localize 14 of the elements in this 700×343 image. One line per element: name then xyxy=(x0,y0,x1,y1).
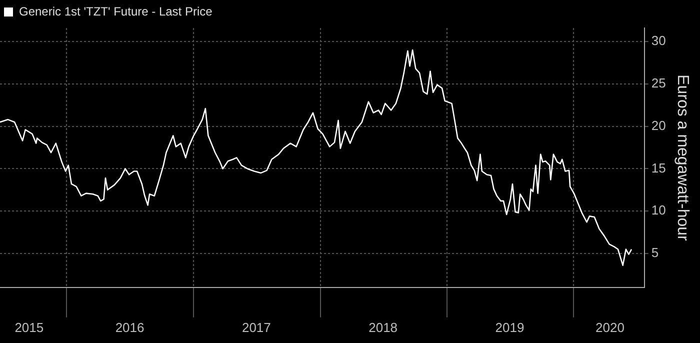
x-tick-label: 2016 xyxy=(115,320,144,335)
y-tick-label: 25 xyxy=(651,76,666,91)
x-tick-label: 2017 xyxy=(242,320,271,335)
x-tick-label: 2015 xyxy=(14,320,44,335)
x-tick-label: 2018 xyxy=(368,320,398,335)
x-tick-label: 2019 xyxy=(495,320,524,335)
y-tick-label: 5 xyxy=(651,245,659,260)
y-axis-title: Euros a megawatt-hour xyxy=(674,74,691,242)
y-tick-label: 30 xyxy=(651,33,666,48)
y-tick-label: 10 xyxy=(651,202,666,218)
y-tick-label: 15 xyxy=(651,160,666,176)
x-tick-label: 2020 xyxy=(596,320,624,335)
y-tick-label: 20 xyxy=(651,118,666,133)
legend-label: Generic 1st 'TZT' Future - Last Price xyxy=(19,4,213,18)
